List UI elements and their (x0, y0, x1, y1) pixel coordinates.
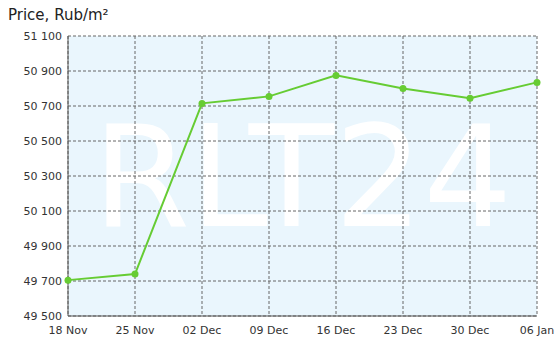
point (65, 277, 72, 284)
y-grid-line (68, 176, 537, 177)
x-tick-label: 16 Dec (317, 324, 356, 337)
y-grid-line (68, 141, 537, 142)
chart: RLT24 49 500 49 700 49 900 50 100 50 300 50 50… (0, 0, 560, 346)
x-grid-line (470, 36, 471, 316)
x-grid-line (202, 36, 203, 316)
y-tick-label: 49 500 (24, 310, 63, 323)
plot-background (68, 36, 537, 316)
x-tick-label: 30 Dec (451, 324, 490, 337)
x-grid-line (68, 36, 69, 316)
y-tick-label: 50 500 (24, 135, 63, 148)
x-tick-label: 25 Nov (116, 324, 155, 337)
y-grid-line (68, 211, 537, 212)
x-tick-label: 09 Dec (250, 324, 289, 337)
x-grid-line (269, 36, 270, 316)
series-group (65, 72, 541, 284)
y-tick-label: 49 700 (24, 275, 63, 288)
x-grid-line (403, 36, 404, 316)
y-tick-label: 50 700 (24, 100, 63, 113)
y-grid-line (68, 246, 537, 247)
y-tick-label: 51 100 (24, 30, 63, 43)
point (467, 95, 474, 102)
point (400, 85, 407, 92)
y-grid-line (68, 106, 537, 107)
y-grid-line (68, 71, 537, 72)
point (199, 100, 206, 107)
watermark: RLT24 (93, 96, 513, 259)
x-tick-label: 23 Dec (384, 324, 423, 337)
point (266, 93, 273, 100)
x-tick-label: 18 Nov (49, 324, 88, 337)
y-tick-label: 50 100 (24, 205, 63, 218)
y-grid-line (68, 316, 537, 317)
y-grid-line (68, 36, 537, 37)
series-line (68, 75, 537, 280)
x-tick-label: 02 Dec (183, 324, 222, 337)
x-grid-line (537, 36, 538, 316)
x-tick-label: 06 Jan (520, 324, 554, 337)
x-axis (68, 316, 537, 317)
y-grid-line (68, 281, 537, 282)
point (534, 79, 541, 86)
point (132, 271, 139, 278)
point (333, 72, 340, 79)
y-tick-label: 49 900 (24, 240, 63, 253)
title: Price, Rub/m² (8, 6, 109, 24)
y-axis (68, 36, 69, 316)
y-tick-label: 50 300 (24, 170, 63, 183)
y-tick-label: 50 900 (24, 65, 63, 78)
